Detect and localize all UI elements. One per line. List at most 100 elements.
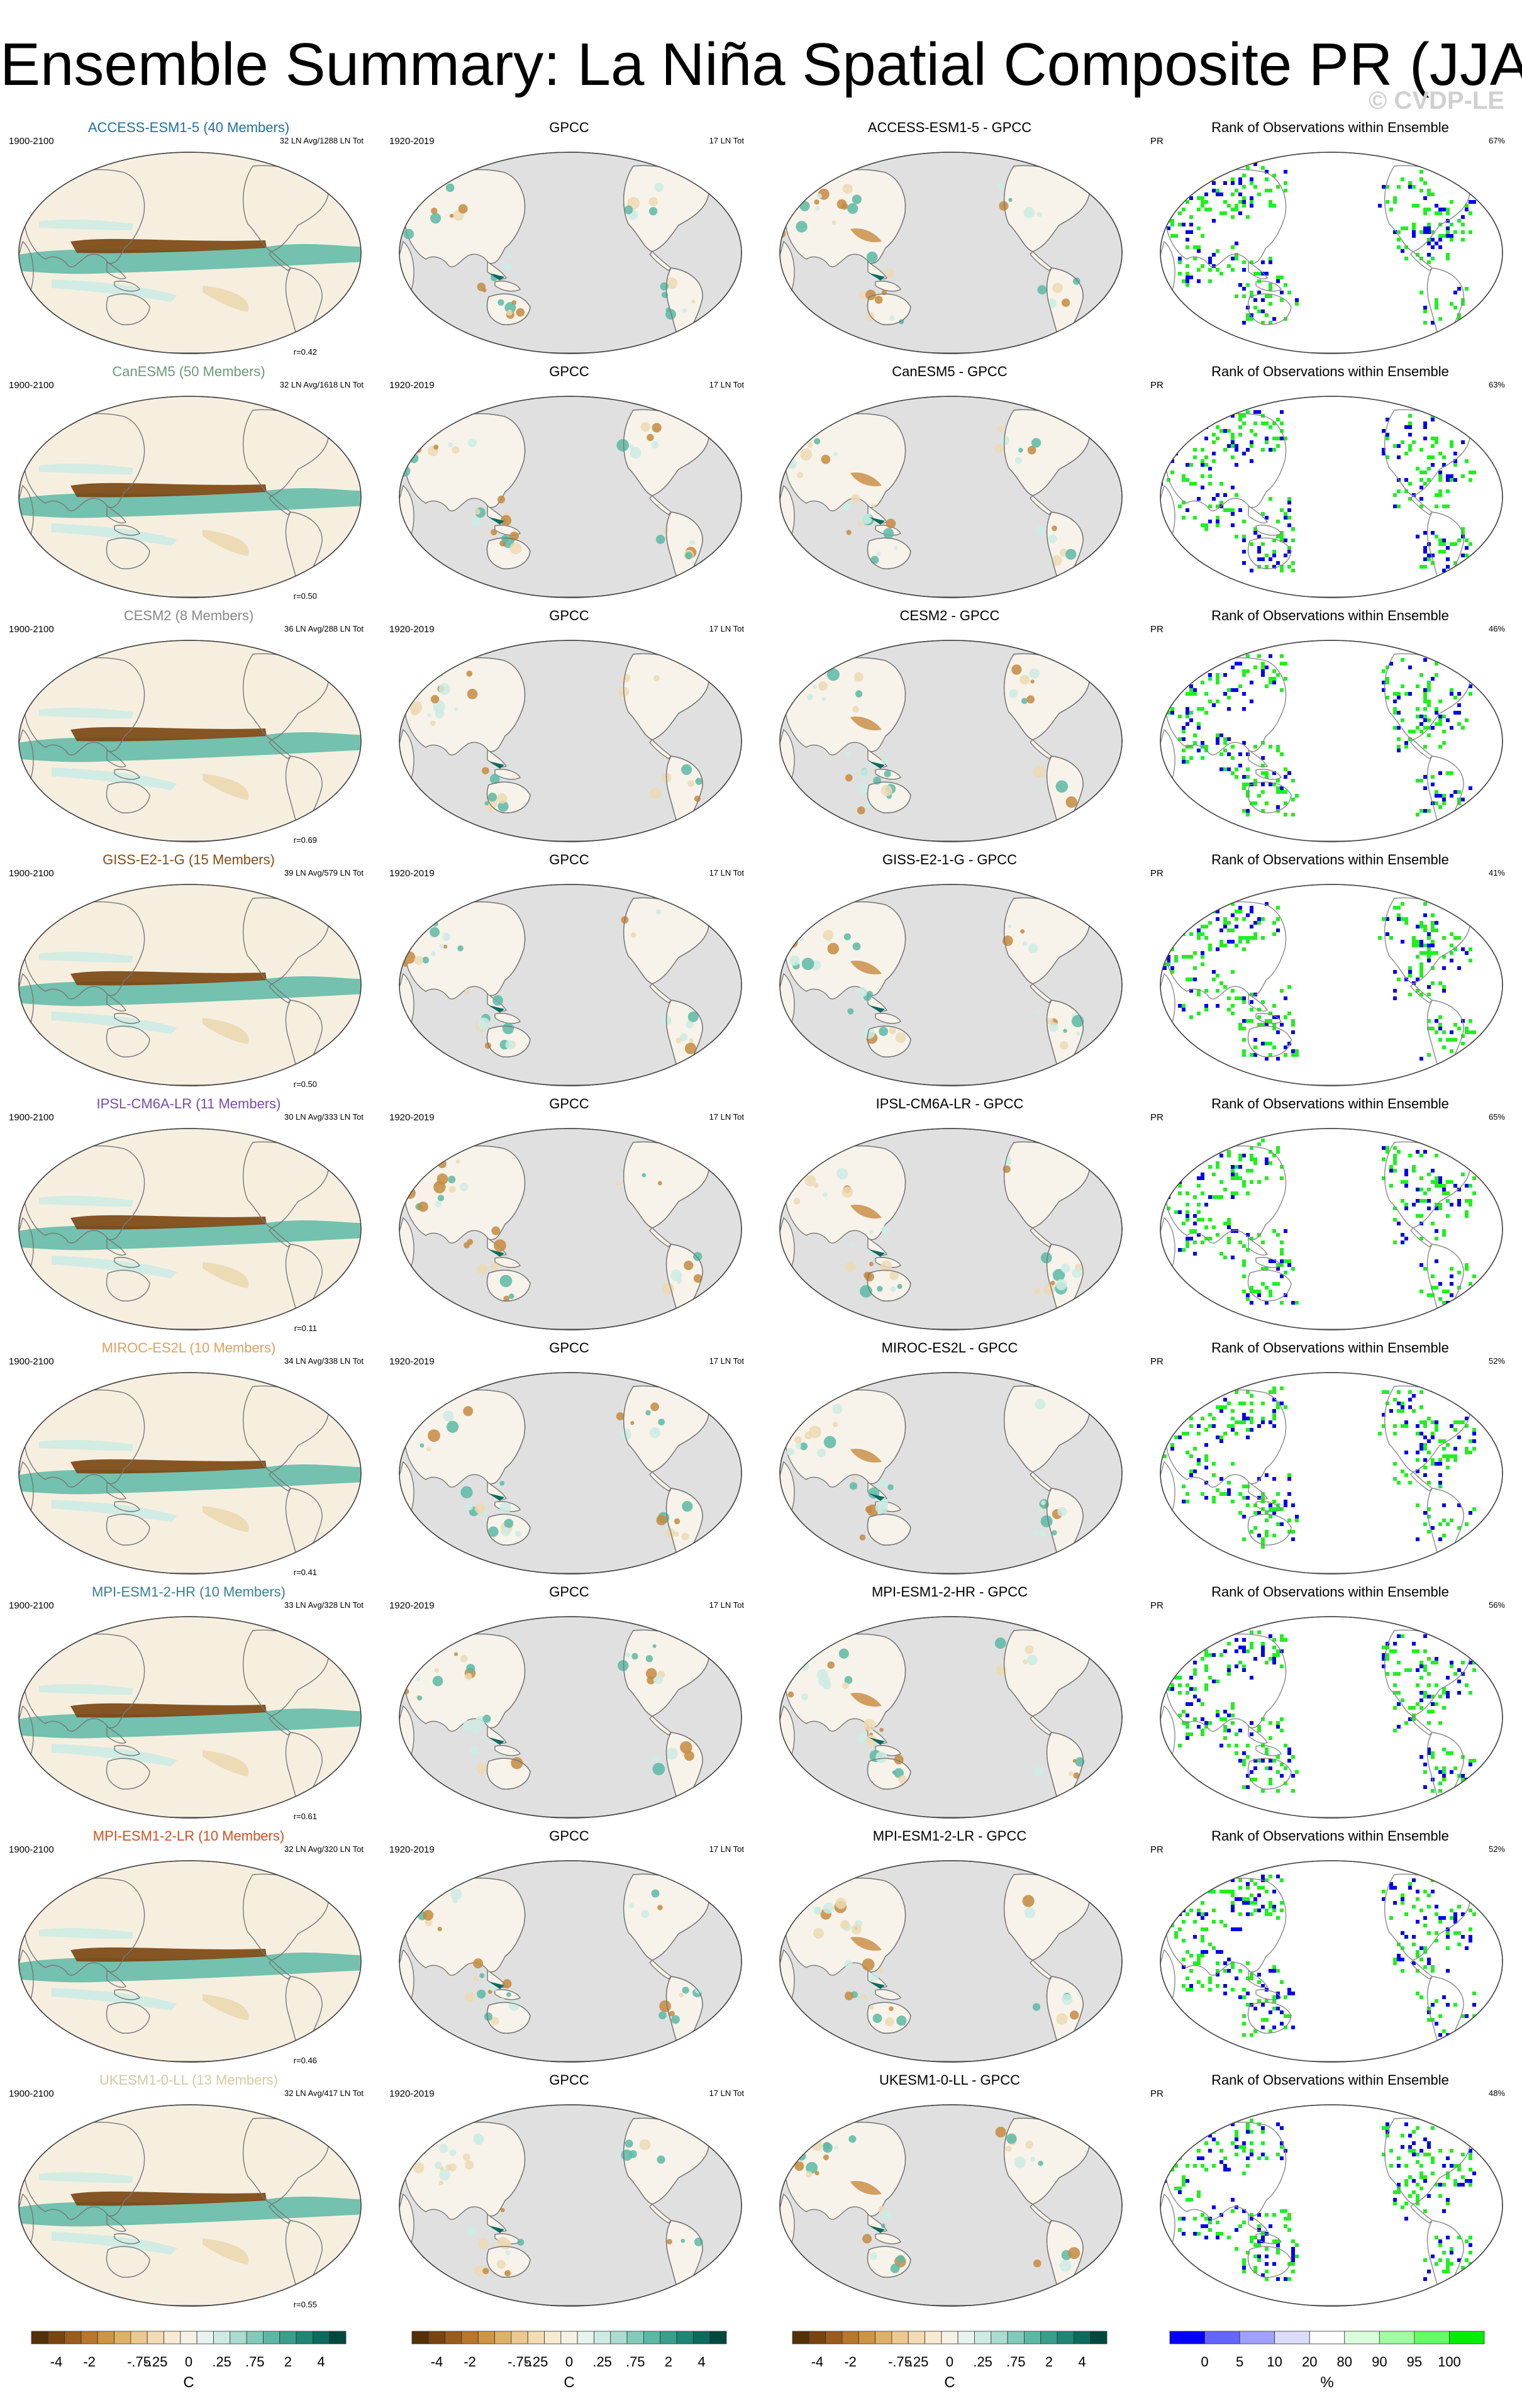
colorbar-tick-label: .25 <box>973 2354 992 2370</box>
colorbar-tick-label: -.25 <box>904 2354 929 2370</box>
panel-title: Rank of Observations within Ensemble <box>1211 364 1449 379</box>
coastline-2 <box>1248 1725 1269 1744</box>
panel-right-label: 17 LN Tot <box>709 136 744 145</box>
coastline-4 <box>1247 2002 1292 2034</box>
land-8 <box>708 1625 732 1649</box>
panel-right-label: 30 LN Avg/333 LN Tot <box>284 1112 364 1122</box>
colorbar-box <box>792 2331 809 2344</box>
coastline-6 <box>1410 1715 1433 1736</box>
land-6 <box>1030 495 1053 515</box>
map <box>399 1860 742 2063</box>
panel-title: Rank of Observations within Ensemble <box>1211 1584 1449 1600</box>
panel-right-label: 65% <box>1488 1112 1505 1122</box>
pattern-correlation: r=0.50 <box>293 591 317 601</box>
coastline-6 <box>269 1227 292 1247</box>
map <box>779 884 1123 1086</box>
panel-right-label: 48% <box>1488 2088 1505 2098</box>
panel-left-label: 1900-2100 <box>9 2088 54 2099</box>
coastline-6 <box>269 251 292 271</box>
coastline-3 <box>1255 1745 1282 1756</box>
land-8 <box>1089 1137 1113 1161</box>
rank-panel: Rank of Observations within Ensemble PR 41… <box>1148 852 1513 1094</box>
colorbar-box <box>709 2331 727 2344</box>
panel-left-label: 1900-2100 <box>9 624 54 635</box>
panel-left-label: 1900-2100 <box>9 1600 54 1611</box>
coastline-6 <box>1410 2204 1433 2224</box>
panel-right-label: 52% <box>1488 1356 1505 1366</box>
coastline-6 <box>1410 1227 1433 1247</box>
coastline-4 <box>1247 537 1292 569</box>
panel-right-label: 32 LN Avg/1288 LN Tot <box>279 136 364 145</box>
panel-left-label: 1920-2019 <box>389 1600 435 1611</box>
coastline-3 <box>1255 1989 1282 2000</box>
land-8 <box>708 1381 732 1405</box>
colorbar-box <box>692 2331 711 2344</box>
colorbar-box <box>31 2331 48 2344</box>
coastline-8 <box>1469 2113 1493 2137</box>
coastline-8 <box>328 2113 352 2137</box>
colorbar-box <box>941 2331 958 2344</box>
rank-panel: Rank of Observations within Ensemble PR 56… <box>1148 1584 1513 1826</box>
model-panel: MIROC-ES2L (10 Members) 1900-2100 34 LN Av… <box>6 1340 371 1582</box>
colorbar-boxes <box>411 2331 727 2344</box>
coastline-8 <box>1469 404 1493 428</box>
colorbar-box <box>428 2331 446 2344</box>
colorbar-box <box>445 2331 462 2344</box>
colorbar-box <box>411 2331 429 2344</box>
coastline-8 <box>328 1625 352 1649</box>
map-background <box>1160 1128 1503 1330</box>
model-panel: MPI-ESM1-2-HR (10 Members) 1900-2100 33 LN… <box>6 1584 371 1826</box>
colorbar-tick-label: -.75 <box>888 2354 913 2370</box>
coastline-8 <box>328 649 352 672</box>
diff-panel: IPSL-CM6A-LR - GPCC <box>767 1096 1132 1338</box>
land-6 <box>649 2204 672 2224</box>
coastline-4 <box>106 781 150 813</box>
colorbar-box <box>196 2331 214 2344</box>
colorbar-boxes <box>31 2331 347 2344</box>
diff-panel: UKESM1-0-LL - GPCC <box>767 2072 1132 2314</box>
panel-left-label: PR <box>1150 1356 1164 1367</box>
land-8 <box>708 1137 732 1161</box>
land-8 <box>708 404 732 428</box>
colorbar-unit: C <box>944 2374 955 2391</box>
colorbar-box <box>808 2331 826 2344</box>
colorbar-box <box>1057 2331 1074 2344</box>
coastline-8 <box>328 160 352 184</box>
coastline-8 <box>328 1381 352 1405</box>
panel-right-label: 56% <box>1488 1600 1505 1610</box>
panel-right-label: 17 LN Tot <box>709 1600 744 1610</box>
colorbar-box <box>858 2331 875 2344</box>
colorbar-tick-label: 20 <box>1301 2354 1318 2370</box>
colorbar-box <box>991 2331 1008 2344</box>
obs-panel: GPCC 1920-2019 17 LN Tot <box>387 1584 752 1826</box>
coastline-2 <box>1248 993 1269 1012</box>
panel-right-label: 17 LN Tot <box>709 380 744 389</box>
coastline-6 <box>1410 1959 1433 1980</box>
map <box>399 1128 742 1330</box>
coastline-3 <box>114 1013 140 1024</box>
colorbar-box <box>1040 2331 1058 2344</box>
panel-title: Rank of Observations within Ensemble <box>1211 1828 1449 1844</box>
land-6 <box>649 983 672 1003</box>
land-3 <box>494 1257 521 1268</box>
land-6 <box>649 739 672 759</box>
panel-left-label: 1920-2019 <box>389 380 435 391</box>
colorbar-tick-label: 0 <box>565 2354 574 2370</box>
coastline-8 <box>328 404 352 428</box>
coastline-3 <box>1255 525 1282 536</box>
rank-panel: Rank of Observations within Ensemble PR 52… <box>1148 1828 1513 2070</box>
colorbar-box <box>64 2331 82 2344</box>
panel-left-label: 1920-2019 <box>389 2088 435 2099</box>
colorbar-box <box>643 2331 661 2344</box>
panel-title: MIROC-ES2L (10 Members) <box>101 1340 276 1356</box>
map <box>779 1616 1123 1819</box>
colorbar-box <box>891 2331 909 2344</box>
coastline-2 <box>1248 1481 1269 1500</box>
coastline-8 <box>1469 649 1493 672</box>
panel-right-label: 17 LN Tot <box>709 1844 744 1854</box>
map-background <box>1160 1372 1503 1575</box>
panel-title: IPSL-CM6A-LR (11 Members) <box>96 1096 281 1112</box>
panel-title: UKESM1-0-LL (13 Members) <box>99 2072 279 2088</box>
land-6 <box>1030 739 1053 759</box>
colorbar-unit: C <box>183 2374 194 2391</box>
